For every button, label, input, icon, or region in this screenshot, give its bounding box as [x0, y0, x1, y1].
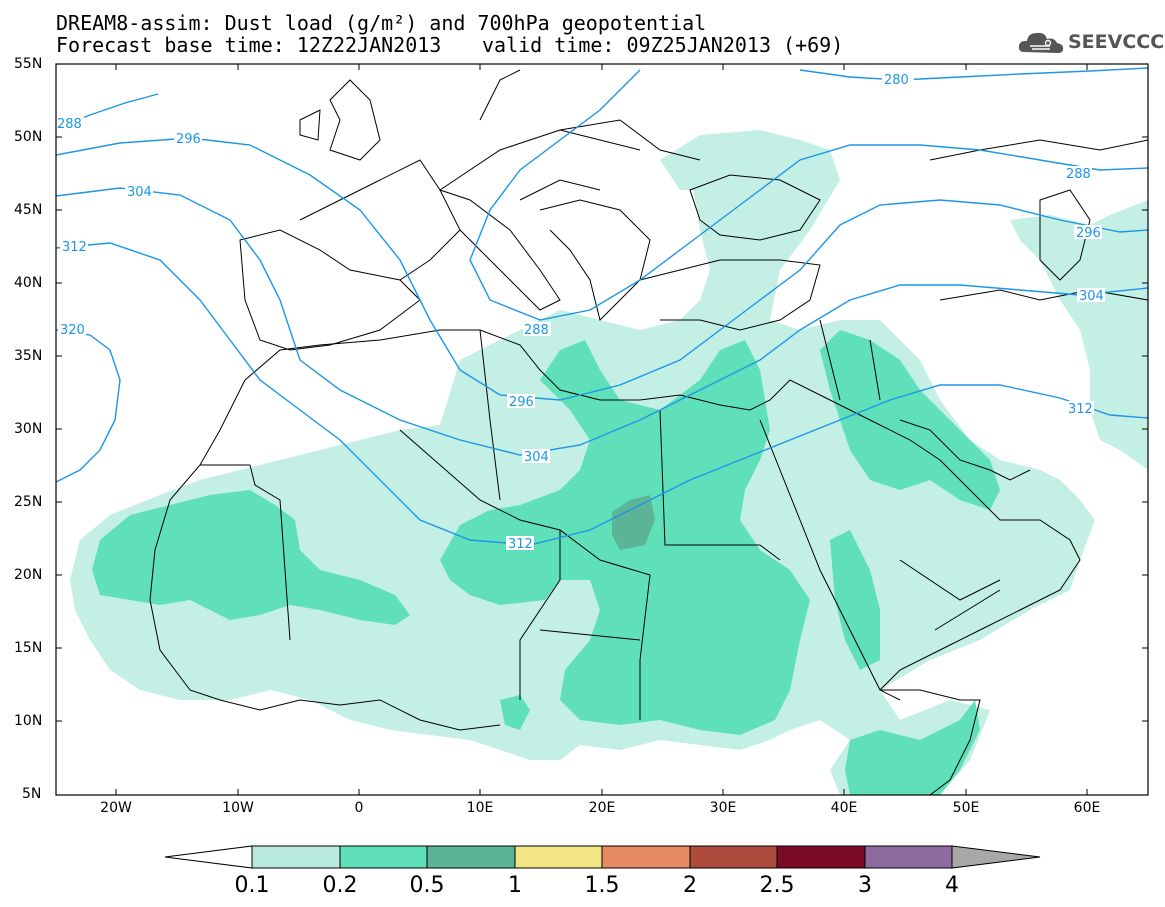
lat-label: 40N [14, 275, 43, 291]
coast-west-africa [149, 379, 501, 731]
lon-label: 20E [588, 800, 616, 816]
contour-label: 296 [1076, 226, 1101, 241]
colorbar-label: 3 [858, 873, 872, 898]
dust-region-medium-somalia [845, 700, 980, 795]
contour-label: 304 [1079, 289, 1104, 304]
lat-label: 50N [14, 129, 43, 145]
coast-redsea [759, 419, 901, 701]
contour-label: 288 [1066, 167, 1091, 182]
colorbar-label: 1.5 [584, 873, 620, 898]
coast-uk [299, 79, 381, 161]
contour-label: 296 [176, 132, 201, 147]
coast-blacksea [689, 174, 821, 241]
coast-nafrica [244, 329, 791, 411]
colorbar-label: 0.1 [234, 873, 270, 898]
coast-arabia [789, 379, 1081, 691]
dust-region-light-ne [1010, 200, 1148, 470]
contour-288 [469, 69, 1148, 321]
lat-label: 25N [14, 494, 43, 510]
lat-label: 5N [22, 786, 42, 802]
lat-label: 10N [14, 713, 43, 729]
colorbar-segment [514, 845, 603, 869]
coast-gulf [899, 419, 1031, 481]
border-sahara [200, 319, 1001, 720]
colorbar-under-arrow [164, 845, 253, 869]
lon-label: 0 [354, 800, 364, 816]
valid-time: valid time: 09Z25JAN2013 (+69) [482, 33, 844, 57]
colorbar-label: 2.5 [759, 873, 795, 898]
colorbar-segment [601, 845, 691, 869]
colorbar-over-arrow [951, 845, 1041, 869]
coast-balkans [539, 199, 651, 321]
lat-label: 45N [14, 202, 43, 218]
contour-label: 312 [1068, 402, 1093, 417]
forecast-base-time: Forecast base time: 12Z22JAN2013 [56, 33, 442, 57]
lon-label: 60E [1073, 800, 1101, 816]
colorbar-label: 2 [683, 873, 697, 898]
lat-label: 30N [14, 421, 43, 437]
cloud-icon [1018, 32, 1064, 53]
colorbar-segment [339, 845, 428, 869]
dust-layer [70, 130, 1148, 795]
contour-312 [56, 242, 1148, 546]
lon-label: 50E [952, 800, 980, 816]
colorbar-label: 4 [945, 873, 959, 898]
lon-label: 10W [222, 800, 254, 816]
dust-region-dark [612, 495, 655, 550]
coast-iberia [239, 229, 421, 351]
dust-region-medium-guinea [500, 695, 530, 730]
colorbar-label: 0.5 [409, 873, 445, 898]
dust-region-medium-redsea [830, 530, 880, 670]
lon-label: 40E [830, 800, 858, 816]
dust-region-medium-arabia [820, 330, 1000, 510]
contour-label: 296 [509, 395, 534, 410]
axis-ticks [56, 63, 1148, 795]
colorbar-segment [776, 845, 866, 869]
seevccc-logo: SEEVCCC [1018, 26, 1164, 58]
contour-label: 304 [127, 185, 152, 200]
lat-label: 15N [14, 640, 43, 656]
coast-france [299, 159, 461, 281]
logo-text: SEEVCCC [1068, 31, 1165, 53]
contour-label-layer: 280 288 288 288 296 296 296 304 304 304 … [56, 72, 1105, 552]
dust-region-medium-west [92, 490, 410, 625]
contour-label: 312 [508, 537, 533, 552]
colorbar-segment [426, 845, 516, 869]
country-borders [149, 69, 1148, 795]
lat-label: 55N [14, 56, 43, 72]
colorbar-segment [864, 845, 953, 869]
contour-label: 320 [60, 323, 85, 338]
colorbar-segment [689, 845, 778, 869]
lon-label: 10E [466, 800, 494, 816]
colorbar [164, 845, 1041, 869]
colorbar-segment [251, 845, 341, 869]
contour-label: 280 [884, 73, 909, 88]
border-europe [439, 69, 1148, 301]
lon-label: 20W [100, 800, 132, 816]
contour-label: 288 [57, 117, 82, 132]
contour-label: 312 [62, 240, 87, 255]
map-title: DREAM8-assim: Dust load (g/m²) and 700hP… [56, 11, 707, 35]
lon-label: 30E [709, 800, 737, 816]
colorbar-label: 0.2 [322, 873, 358, 898]
contour-label: 304 [524, 450, 549, 465]
contour-280 [799, 67, 1148, 81]
lat-label: 35N [14, 348, 43, 364]
colorbar-label: 1 [508, 873, 522, 898]
lat-label: 20N [14, 567, 43, 583]
contour-296 [56, 137, 1148, 401]
coast-horn [880, 689, 981, 795]
coast-italy [439, 189, 561, 311]
contour-320 [56, 329, 121, 483]
contour-label: 288 [524, 323, 549, 338]
coast-turkey [639, 259, 821, 331]
